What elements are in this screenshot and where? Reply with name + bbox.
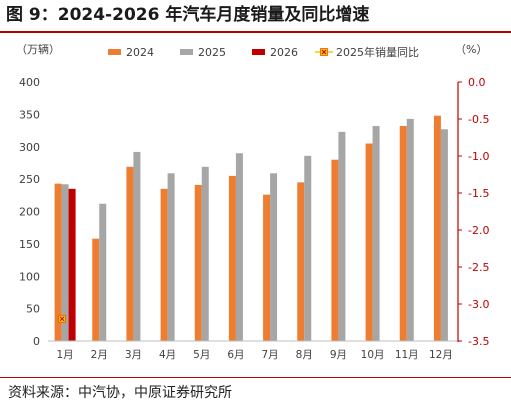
left-axis-unit: （万辆） — [16, 42, 60, 56]
right-tick-label: -2.0 — [468, 224, 489, 237]
right-tick-label: -0.5 — [468, 113, 489, 126]
sales-chart: （万辆） （%） 2024 2025 2026 2025年销量同比 0 50 100 150… — [16, 42, 489, 361]
bar-2025-1月 — [61, 184, 69, 341]
right-tick-label: -3.5 — [468, 335, 489, 348]
right-tick-label: -3.0 — [468, 298, 489, 311]
bar-2025-5月 — [201, 166, 209, 341]
legend-swatch-2025 — [180, 49, 193, 55]
bar-2025-2月 — [99, 203, 107, 341]
bar-2025-10月 — [372, 126, 380, 341]
figure-title: 图 9：2024-2026 年汽车月度销量及同比增速 — [6, 5, 370, 25]
source-note: 资料来源：中汽协，中原证券研究所 — [8, 385, 232, 401]
bar-2024-8月 — [297, 182, 305, 341]
x-tick-label: 4月 — [159, 349, 176, 361]
x-tick-label: 11月 — [395, 349, 419, 361]
yoy-markers — [58, 314, 66, 323]
left-tick-label: 0 — [33, 335, 40, 348]
x-tick-label: 3月 — [125, 349, 142, 361]
right-tick-label: -2.5 — [468, 261, 489, 274]
bar-2025-11月 — [406, 118, 414, 341]
bar-2024-9月 — [331, 159, 339, 341]
x-tick-label: 1月 — [56, 349, 73, 361]
left-tick-label: 100 — [19, 270, 40, 283]
bar-2024-12月 — [433, 115, 441, 341]
legend-label-2025: 2025 — [198, 46, 226, 59]
bar-2025-4月 — [167, 173, 175, 341]
left-tick-label: 200 — [19, 206, 40, 219]
right-tick-label: -1.5 — [468, 187, 489, 200]
bar-2024-6月 — [228, 175, 236, 341]
left-tick-label: 300 — [19, 141, 40, 154]
source-divider — [0, 377, 511, 378]
bar-2025-7月 — [270, 173, 278, 341]
left-tick-label: 250 — [19, 173, 40, 186]
left-tick-label: 350 — [19, 108, 40, 121]
bar-2024-1月 — [54, 183, 62, 341]
bar-2024-3月 — [126, 166, 134, 341]
x-tick-label: 2月 — [91, 349, 108, 361]
bar-2025-6月 — [235, 153, 243, 341]
yoy-marker-cross — [59, 316, 65, 322]
legend-swatch-2026 — [252, 49, 265, 55]
title-divider — [0, 31, 511, 33]
left-tick-label: 400 — [19, 76, 40, 89]
bar-2024-7月 — [263, 194, 271, 341]
bar-2025-3月 — [133, 151, 141, 341]
x-tick-label: 8月 — [296, 349, 313, 361]
legend-label-2025年销量同比: 2025年销量同比 — [336, 45, 419, 59]
x-tick-label: 6月 — [227, 349, 244, 361]
legend-swatch-2024 — [108, 49, 121, 55]
bars — [54, 115, 448, 341]
bar-2026-1月 — [68, 188, 76, 341]
bar-2025-8月 — [304, 155, 312, 341]
right-tick-label: -1.0 — [468, 150, 489, 163]
x-tick-label: 7月 — [261, 349, 278, 361]
x-tick-label: 9月 — [330, 349, 347, 361]
right-axis-ticks: 0.0 -0.5 -1.0 -1.5 -2.0 -2.5 -3.0 -3.5 — [458, 76, 489, 348]
x-axis-ticks: 1月 2月 3月 4月 5月 6月 7月 8月 9月 10月 11月 12月 — [56, 349, 452, 361]
right-axis-unit: （%） — [455, 43, 487, 56]
bar-2024-5月 — [194, 184, 202, 341]
axes — [48, 82, 459, 342]
bar-2025-9月 — [338, 131, 346, 341]
left-tick-label: 50 — [26, 303, 40, 316]
left-tick-label: 150 — [19, 238, 40, 251]
legend-label-2024: 2024 — [126, 46, 154, 59]
legend-label-2026: 2026 — [270, 46, 298, 59]
bar-2024-4月 — [160, 188, 168, 341]
legend: 2024 2025 2026 2025年销量同比 — [108, 45, 419, 59]
bar-2025-12月 — [440, 129, 448, 341]
left-axis-ticks: 0 50 100 150 200 250 300 350 400 — [19, 76, 40, 348]
legend-swatch-cross — [321, 49, 327, 55]
x-tick-label: 5月 — [193, 349, 210, 361]
x-tick-label: 10月 — [361, 349, 385, 361]
bar-2024-10月 — [365, 143, 373, 341]
bar-2024-2月 — [92, 238, 100, 341]
x-tick-label: 12月 — [429, 349, 453, 361]
right-tick-label: 0.0 — [468, 76, 486, 89]
bar-2024-11月 — [399, 126, 407, 341]
